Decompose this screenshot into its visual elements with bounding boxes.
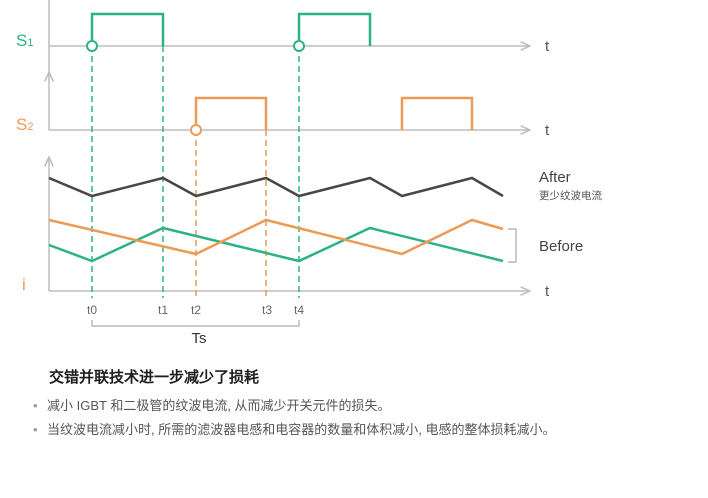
s2-pulse-1 [194, 96, 268, 130]
s1-start-marker [86, 40, 98, 52]
before-current-curve-phase-b [48, 218, 504, 256]
s2-label: S2 [16, 115, 33, 134]
ts-period-bracket [91, 320, 300, 327]
bullet-dot-icon: • [33, 422, 38, 437]
s1-pulse-1 [90, 12, 165, 46]
bullet-dot-icon: • [33, 398, 38, 413]
s1-label: S1 [16, 31, 33, 50]
caption-bullet-text: 减小 IGBT 和二极管的纹波电流, 从而减少开关元件的损失。 [47, 398, 391, 413]
before-ripple-bracket [508, 228, 517, 263]
before-current-curve-phase-a [48, 226, 504, 263]
caption-headline: 交错并联技术进一步减少了损耗 [49, 369, 260, 386]
caption-bullet-text: 当纹波电流减小时, 所需的滤波器电感和电容器的数量和体积减小, 电感的整体损耗减… [47, 422, 556, 437]
t-label-s2: t [545, 122, 550, 139]
before-label: Before [539, 238, 583, 255]
tick-t1: t1 [158, 303, 168, 317]
tick-t3: t3 [262, 303, 272, 317]
i-label: i [22, 275, 26, 294]
tick-t2: t2 [191, 303, 201, 317]
after-sub-label: 更少纹波电流 [539, 189, 602, 202]
s1-start-marker-2 [293, 40, 305, 52]
t-label-s1: t [545, 38, 550, 55]
s2-pulse-2 [400, 96, 474, 130]
caption-bullet: • 当纹波电流减小时, 所需的滤波器电感和电容器的数量和体积减小, 电感的整体损耗… [33, 418, 555, 442]
s1-pulse-2 [297, 12, 372, 46]
tick-t0: t0 [87, 303, 97, 317]
t-label-i: t [545, 283, 550, 300]
caption-bullet-list: • 减小 IGBT 和二极管的纹波电流, 从而减少开关元件的损失。 • 当纹波电流减… [33, 394, 555, 442]
caption-bullet: • 减小 IGBT 和二极管的纹波电流, 从而减少开关元件的损失。 [33, 394, 555, 418]
after-current-curve [48, 176, 504, 198]
tick-t4: t4 [294, 303, 304, 317]
after-label: After [539, 169, 571, 186]
ts-label: Ts [192, 330, 207, 347]
s2-start-marker [190, 124, 202, 136]
interleaving-waveform-diagram: S1 S2 i t t t After 更少纹波电流 Before t0 t1 … [16, 0, 602, 347]
